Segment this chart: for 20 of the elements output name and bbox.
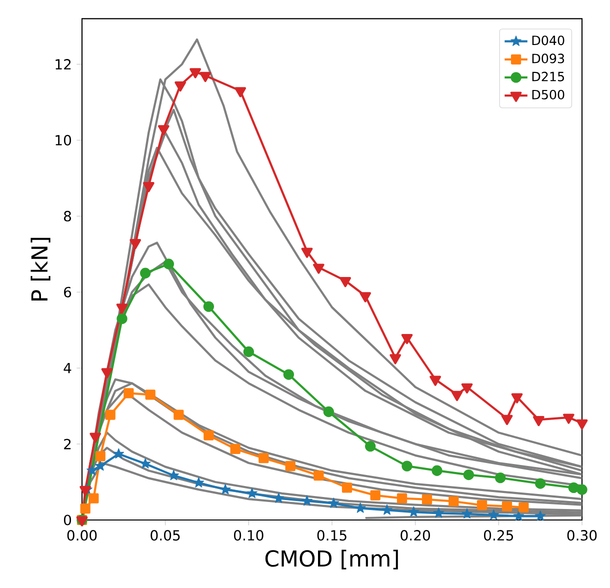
y-tick-label: 12: [56, 59, 71, 70]
x-tick-label: 0.15: [317, 530, 346, 541]
legend-label: D040: [532, 36, 564, 46]
y-tick-label: 2: [64, 438, 71, 450]
x-tick-label: 0.30: [567, 530, 597, 541]
y-axis-title: P [kN]: [30, 238, 50, 300]
x-tick-label: 0.05: [150, 530, 180, 541]
x-tick-label: 0.10: [234, 530, 264, 541]
x-axis-title: CMOD [mm]: [265, 550, 398, 570]
y-tick-label: 6: [64, 286, 72, 298]
x-tick-label: 0.00: [67, 530, 97, 541]
x-tick-label: 0.20: [400, 530, 430, 541]
y-tick-label: 10: [56, 134, 72, 146]
x-tick-label: 0.25: [484, 530, 514, 541]
legend-label: D093: [532, 54, 564, 64]
legend-label: D215: [532, 72, 564, 82]
y-tick-label: 0: [64, 514, 72, 526]
y-tick-label: 4: [64, 362, 72, 374]
legend-label: D500: [532, 90, 564, 100]
y-tick-label: 8: [64, 210, 71, 222]
